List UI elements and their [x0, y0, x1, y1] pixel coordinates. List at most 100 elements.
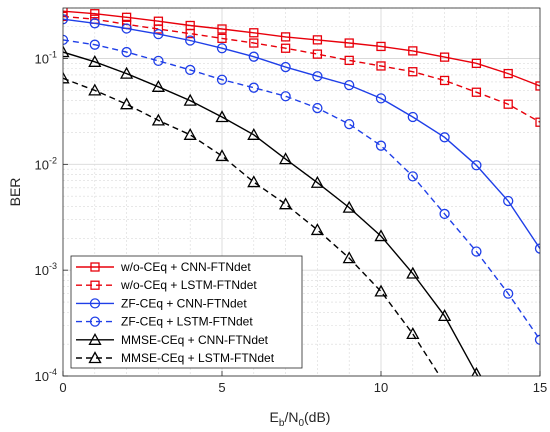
- triangle-marker: [215, 149, 229, 162]
- y-tick-label: 10-3: [35, 261, 57, 278]
- y-tick-label: 10-1: [35, 49, 57, 66]
- circle-marker: [439, 132, 450, 143]
- circle-marker: [89, 39, 100, 50]
- circle-marker: [503, 195, 514, 207]
- triangle-marker: [183, 127, 197, 140]
- circle-marker: [407, 171, 418, 182]
- square-marker: [217, 33, 227, 44]
- circle-marker: [344, 79, 355, 91]
- triangle-marker: [151, 79, 165, 92]
- triangle-marker: [88, 351, 102, 364]
- square-marker: [280, 43, 291, 53]
- square-marker: [90, 280, 100, 290]
- series-line-tail: [445, 383, 477, 432]
- circle-marker: [312, 102, 323, 114]
- circle-marker: [375, 93, 387, 104]
- circle-marker: [63, 34, 69, 46]
- square-marker: [90, 9, 100, 19]
- square-marker: [63, 8, 68, 16]
- triangle-marker: [63, 45, 70, 58]
- square-marker: [249, 28, 259, 38]
- square-marker: [471, 58, 482, 68]
- axis-ticks: 0 5 10 15 10-4 10-3 10-2 10-1: [35, 49, 548, 395]
- square-marker: [185, 28, 195, 39]
- square-marker: [503, 68, 513, 79]
- triangle-marker: [63, 71, 70, 84]
- triangle-marker: [88, 332, 102, 345]
- y-axis-label: BER: [7, 178, 23, 207]
- triangle-marker: [310, 175, 324, 188]
- series-3: [63, 14, 540, 254]
- square-marker: [344, 38, 354, 48]
- circle-marker: [534, 243, 540, 254]
- circle-marker: [344, 118, 355, 130]
- circle-marker: [280, 61, 291, 73]
- circle-marker: [248, 82, 259, 93]
- circle-marker: [471, 160, 482, 171]
- legend-entry: MMSE-CEq + LSTM-FTNdet: [76, 351, 275, 365]
- series-line: [63, 10, 540, 87]
- series-5: [63, 45, 482, 376]
- legend-box: [70, 255, 303, 369]
- series-line-tail: [475, 373, 479, 376]
- triangle-marker: [342, 251, 356, 264]
- circle-marker: [280, 91, 291, 102]
- y-tick-label: 10-4: [35, 367, 57, 384]
- square-marker: [408, 46, 418, 56]
- triangle-marker: [439, 378, 450, 388]
- legend-entry: w/o-CEq + LSTM-FTNdet: [76, 278, 257, 292]
- square-marker: [376, 41, 386, 52]
- x-tick-label: 10: [374, 380, 388, 395]
- square-marker: [312, 35, 323, 45]
- legend-label: ZF-CEq + LSTM-FTNdet: [121, 315, 253, 329]
- square-marker: [439, 52, 450, 62]
- x-axis-label: Eb/N0(dB): [270, 409, 331, 429]
- circle-marker: [153, 28, 164, 40]
- circle-marker: [216, 43, 228, 54]
- square-marker: [90, 262, 100, 272]
- plot-frame: [62, 7, 541, 377]
- square-marker: [217, 24, 227, 34]
- circle-marker: [153, 55, 164, 67]
- circle-marker: [503, 288, 514, 299]
- triangle-marker: [374, 229, 388, 242]
- triangle-marker: [342, 200, 356, 213]
- series-1: [63, 8, 540, 91]
- square-marker: [376, 61, 386, 71]
- legend-label: w/o-CEq + CNN-FTNdet: [120, 260, 251, 274]
- triangle-marker: [215, 110, 229, 123]
- circle-marker: [407, 111, 418, 123]
- circle-marker: [185, 64, 196, 76]
- legend-entry: MMSE-CEq + CNN-FTNdet: [76, 333, 269, 347]
- square-marker: [535, 117, 540, 127]
- square-marker: [439, 75, 450, 86]
- triangle-marker: [183, 93, 197, 106]
- triangle-marker: [247, 127, 261, 140]
- square-marker: [471, 87, 482, 97]
- legend: w/o-CEq + CNN-FTNdet w/o-CEq + LSTM-FTNde…: [70, 255, 303, 369]
- legend-label: w/o-CEq + LSTM-FTNdet: [120, 278, 257, 292]
- series-line: [63, 18, 540, 249]
- triangle-marker: [310, 223, 324, 236]
- legend-entry: w/o-CEq + CNN-FTNdet: [76, 260, 251, 274]
- square-marker: [312, 49, 323, 59]
- series-line: [63, 39, 540, 341]
- circle-marker: [375, 140, 387, 151]
- circle-marker: [121, 46, 132, 58]
- triangle-marker: [279, 197, 293, 210]
- triangle-marker: [406, 327, 420, 340]
- square-marker: [153, 24, 164, 34]
- triangle-marker: [151, 113, 165, 126]
- circle-marker: [471, 246, 482, 257]
- square-marker: [535, 81, 540, 91]
- triangle-marker: [471, 366, 482, 376]
- triangle-marker: [120, 66, 134, 79]
- triangle-marker: [120, 97, 134, 110]
- square-marker: [121, 12, 132, 22]
- series-2: [63, 11, 540, 127]
- square-marker: [344, 55, 354, 66]
- x-tick-label: 15: [533, 380, 547, 395]
- legend-entry: ZF-CEq + CNN-FTNdet: [76, 296, 247, 310]
- triangle-marker: [88, 83, 102, 96]
